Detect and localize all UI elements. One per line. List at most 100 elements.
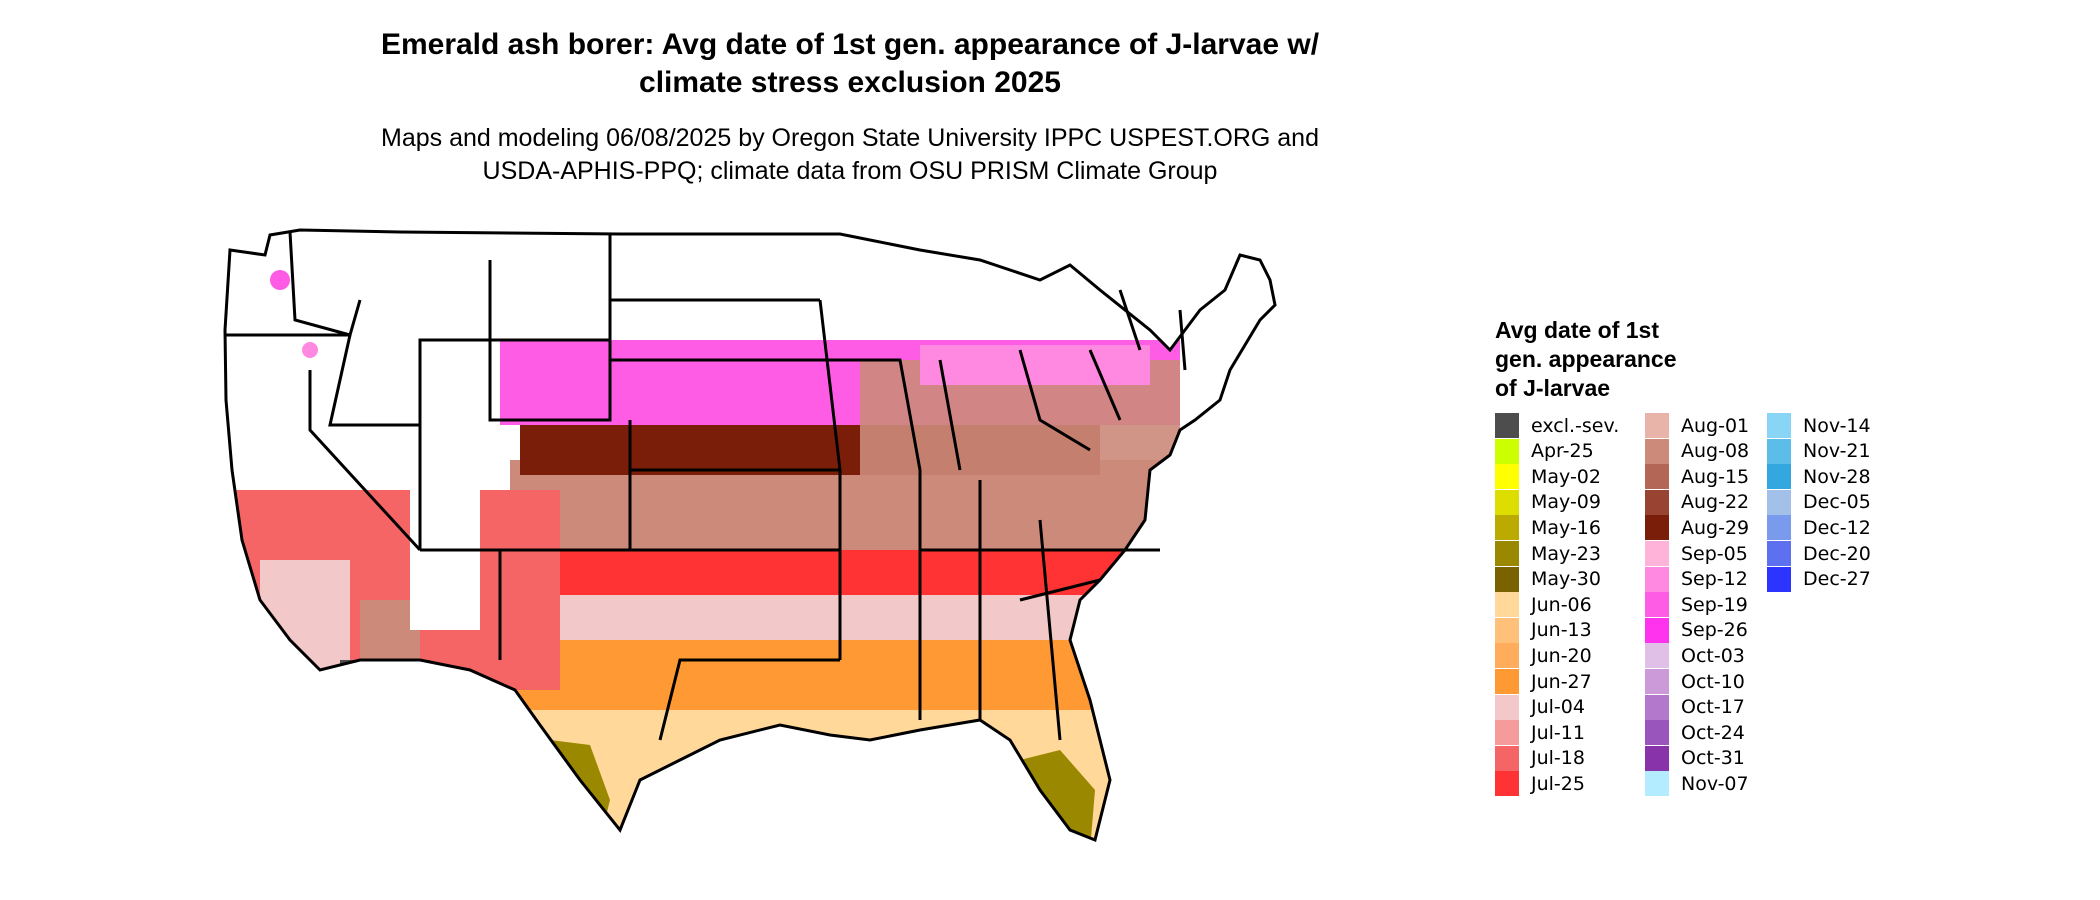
legend-swatch [1767,515,1791,541]
legend-item: Aug-22 [1645,489,1750,515]
legend-label: Aug-15 [1681,465,1750,488]
legend-label: Jun-06 [1531,593,1592,616]
legend-swatch [1767,413,1791,438]
legend-label: May-16 [1531,516,1601,539]
legend-item: Jun-27 [1495,669,1592,694]
legend-label: Dec-20 [1803,542,1871,565]
legend-swatch [1495,489,1519,515]
us-map [223,228,1277,843]
legend-swatch [1495,438,1519,464]
legend-item: Nov-28 [1767,464,1871,490]
legend-title-line1: Avg date of 1st [1495,317,1660,343]
legend-label: May-23 [1531,542,1601,565]
legend-swatch [1645,617,1669,643]
legend-label: Oct-03 [1681,644,1745,667]
legend-item: Dec-05 [1767,489,1871,515]
legend-swatch [1495,617,1519,643]
legend-swatch [1645,566,1669,592]
legend-item: Dec-20 [1767,541,1871,566]
legend-swatch [1645,669,1669,694]
legend-label: Jun-13 [1531,619,1592,642]
legend-swatch [1645,694,1669,720]
legend-label: Oct-10 [1681,670,1745,693]
map-fill-layer [225,230,1275,840]
legend-swatch [1767,541,1791,566]
legend-swatch [1645,592,1669,618]
legend-swatch [1495,515,1519,541]
legend-item: Dec-12 [1767,515,1871,541]
legend-item: Aug-08 [1645,438,1750,464]
legend-label: Aug-29 [1681,516,1750,539]
legend-label: Oct-31 [1681,747,1745,770]
state-boundaries [223,228,1277,843]
legend-label: May-09 [1531,491,1601,514]
legend-item: Sep-26 [1645,617,1748,643]
legend-label: Dec-12 [1803,516,1871,539]
legend-label: Nov-21 [1803,440,1871,463]
legend-swatch [1495,669,1519,694]
legend-item: Jul-11 [1495,720,1585,746]
legend-swatch [1495,771,1519,797]
legend-item: Jul-04 [1495,694,1585,720]
legend-swatch [1645,413,1669,438]
legend-swatch [1495,643,1519,669]
legend-label: Apr-25 [1531,440,1594,463]
legend-item: Nov-21 [1767,438,1871,464]
legend-label: Aug-01 [1681,414,1750,437]
legend-label: Jul-18 [1531,747,1585,770]
legend-swatch [1645,643,1669,669]
legend-item: Jul-25 [1495,771,1585,797]
legend-item: Jun-06 [1495,592,1592,618]
legend-swatch [1767,489,1791,515]
legend-item: Aug-15 [1645,464,1750,490]
legend-item: May-23 [1495,541,1601,566]
legend-swatch [1645,745,1669,771]
legend-label: Sep-12 [1681,568,1748,591]
legend-item: Dec-27 [1767,566,1871,592]
legend-swatch [1495,745,1519,771]
legend-item: May-09 [1495,489,1601,515]
legend-swatch [1645,438,1669,464]
legend-item: Aug-29 [1645,515,1750,541]
legend-item: Nov-07 [1645,771,1749,797]
legend-swatch [1645,489,1669,515]
map-zone-jul-04 [500,590,1160,640]
legend-swatch [1495,720,1519,746]
legend: Avg date of 1st gen. appearance of J-lar… [1495,316,1915,813]
legend-label: Dec-05 [1803,491,1871,514]
legend-item: Oct-24 [1645,720,1745,746]
legend-swatch [1767,464,1791,490]
legend-label: excl.-sev. [1531,414,1620,437]
legend-item: Jul-18 [1495,745,1585,771]
legend-item: excl.-sev. [1495,413,1619,438]
legend-label: Nov-14 [1803,414,1871,437]
legend-swatch [1495,694,1519,720]
map-subtitle-line1: Maps and modeling 06/08/2025 by Oregon S… [381,124,1319,152]
legend-item: May-30 [1495,566,1601,592]
legend-item: Oct-03 [1645,643,1745,669]
map-zone-excl-sev [340,660,430,710]
legend-label: Aug-22 [1681,491,1750,514]
legend-item: Nov-14 [1767,413,1871,438]
legend-entries: excl.-sev. Apr-25 May-02 May-09 May-16 May-23… [1495,413,1915,813]
legend-swatch [1495,541,1519,566]
legend-item: Oct-10 [1645,669,1745,694]
legend-item: Aug-01 [1645,413,1749,438]
legend-swatch [1495,464,1519,490]
legend-item: Oct-31 [1645,745,1745,771]
map-title: Emerald ash borer: Avg date of 1st gen. … [250,26,1450,102]
legend-label: Oct-17 [1681,696,1745,719]
legend-swatch [1767,566,1791,592]
legend-swatch [1767,438,1791,464]
map-title-line2: climate stress exclusion 2025 [639,66,1061,99]
legend-label: Jul-04 [1531,696,1585,719]
legend-label: Sep-05 [1681,542,1748,565]
legend-swatch [1645,720,1669,746]
legend-label: Oct-24 [1681,721,1745,744]
legend-item: Sep-05 [1645,541,1748,566]
legend-label: Aug-08 [1681,440,1750,463]
legend-label: Jun-27 [1531,670,1592,693]
legend-label: Jul-11 [1531,721,1585,744]
legend-label: May-02 [1531,465,1601,488]
legend-title-line2: gen. appearance [1495,346,1677,372]
